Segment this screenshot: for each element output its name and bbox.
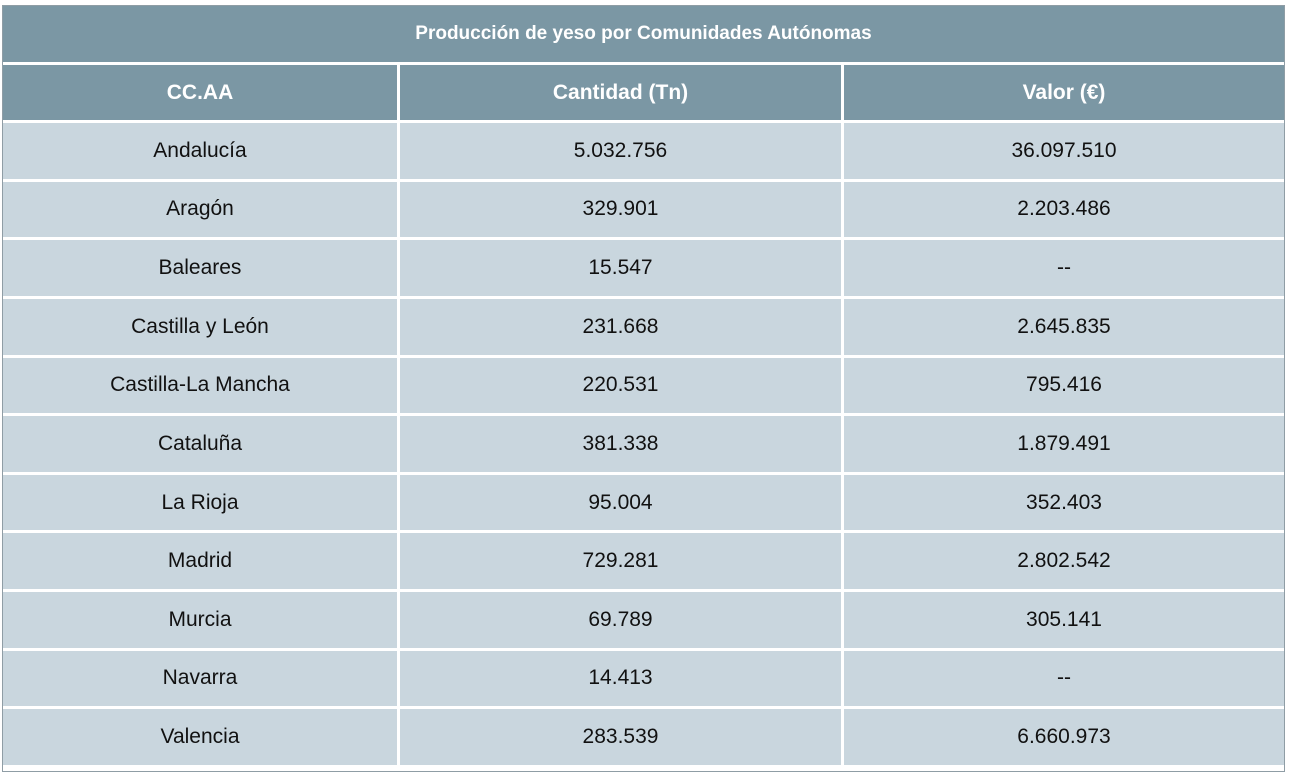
cell-region: Aragón	[3, 181, 397, 238]
column-header-cantidad: Cantidad (Tn)	[400, 65, 841, 120]
cell-region: Cataluña	[3, 416, 397, 472]
cell-valor: --	[844, 240, 1284, 296]
cell-valor: 2.645.835	[844, 298, 1284, 355]
cell-region: Navarra	[3, 650, 397, 707]
cell-cantidad: 329.901	[400, 181, 841, 238]
cell-cantidad: 14.413	[400, 650, 841, 707]
cell-valor: 795.416	[844, 357, 1284, 414]
cell-region: Castilla-La Mancha	[3, 357, 397, 414]
cell-region: Murcia	[3, 592, 397, 648]
cell-cantidad: 729.281	[400, 533, 841, 589]
cell-valor: 352.403	[844, 474, 1284, 531]
table-row: Cataluña 381.338 1.879.491	[3, 416, 1284, 472]
cell-cantidad: 220.531	[400, 357, 841, 414]
table-header-row: CC.AA Cantidad (Tn) Valor (€)	[3, 65, 1284, 120]
cell-valor: 2.203.486	[844, 181, 1284, 238]
cell-valor: 2.802.542	[844, 533, 1284, 589]
column-header-ccaa: CC.AA	[3, 65, 397, 120]
cell-valor: 1.879.491	[844, 416, 1284, 472]
cell-region: Madrid	[3, 533, 397, 589]
cell-valor: 305.141	[844, 592, 1284, 648]
cell-cantidad: 283.539	[400, 709, 841, 765]
table-row: Madrid 729.281 2.802.542	[3, 533, 1284, 589]
table-title-row: Producción de yeso por Comunidades Autón…	[3, 6, 1284, 62]
cell-cantidad: 69.789	[400, 592, 841, 648]
cell-cantidad: 231.668	[400, 298, 841, 355]
cell-region: La Rioja	[3, 474, 397, 531]
cell-cantidad: 381.338	[400, 416, 841, 472]
table-row: Valencia 283.539 6.660.973	[3, 709, 1284, 765]
table-row: La Rioja 95.004 352.403	[3, 474, 1284, 531]
table-row: Andalucía 5.032.756 36.097.510	[3, 123, 1284, 179]
table-row: Castilla-La Mancha 220.531 795.416	[3, 357, 1284, 414]
cell-region: Andalucía	[3, 123, 397, 179]
table-row: Navarra 14.413 --	[3, 650, 1284, 707]
cell-cantidad: 5.032.756	[400, 123, 841, 179]
column-header-valor: Valor (€)	[844, 65, 1284, 120]
cell-region: Valencia	[3, 709, 397, 765]
production-table: Producción de yeso por Comunidades Autón…	[0, 3, 1287, 768]
cell-valor: 6.660.973	[844, 709, 1284, 765]
cell-valor: 36.097.510	[844, 123, 1284, 179]
table-title: Producción de yeso por Comunidades Autón…	[3, 6, 1284, 62]
table-row: Murcia 69.789 305.141	[3, 592, 1284, 648]
table-row: Aragón 329.901 2.203.486	[3, 181, 1284, 238]
cell-region: Castilla y León	[3, 298, 397, 355]
cell-cantidad: 15.547	[400, 240, 841, 296]
cell-region: Baleares	[3, 240, 397, 296]
table-row: Castilla y León 231.668 2.645.835	[3, 298, 1284, 355]
cell-valor: --	[844, 650, 1284, 707]
table-row: Baleares 15.547 --	[3, 240, 1284, 296]
cell-cantidad: 95.004	[400, 474, 841, 531]
